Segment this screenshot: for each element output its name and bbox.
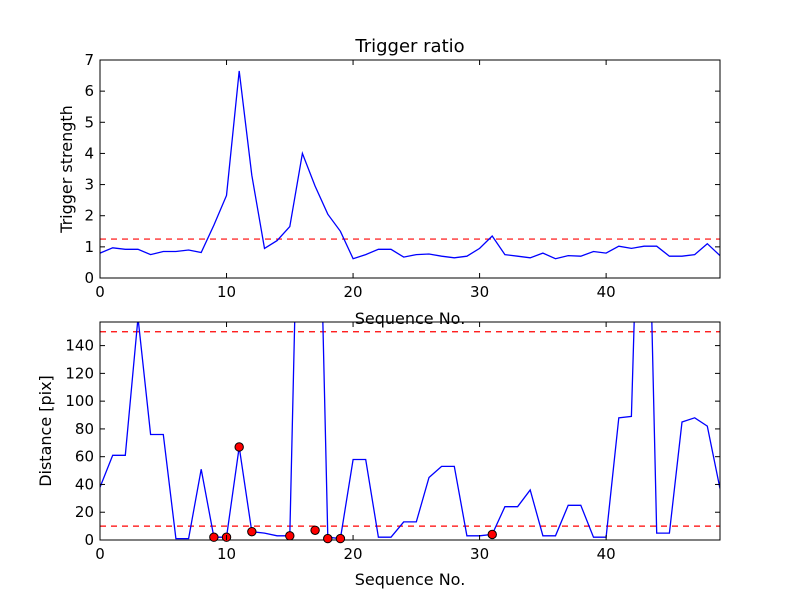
bottom-chart-series-line <box>100 322 720 540</box>
bottom-chart-marker-point <box>335 533 346 544</box>
top-chart-y-tick-label: 7 <box>84 51 94 69</box>
top-chart-series-line <box>100 70 720 260</box>
top-chart-x-tick-label: 10 <box>217 283 236 301</box>
bottom-chart-x-tick-label: 0 <box>95 545 105 563</box>
top-chart-lines <box>100 70 720 260</box>
bottom-chart-marker-point <box>234 442 244 452</box>
top-chart-axes-frame <box>99 59 721 279</box>
bottom-chart-y-tick-label: 120 <box>65 364 94 382</box>
top-chart-y-tick-label: 3 <box>84 176 94 194</box>
bottom-chart-x-tick-label: 10 <box>217 545 236 563</box>
bottom-chart-y-tick-label: 20 <box>75 503 94 521</box>
bottom-chart-ylabel: Distance [pix] <box>36 375 55 487</box>
bottom-chart-y-tick-label: 80 <box>75 420 94 438</box>
top-chart-y-tick-label: 6 <box>84 82 94 100</box>
bottom-chart: 0 10 20 30 40 0 20 40 60 80 100 120 140 Sequence No.… <box>36 321 721 589</box>
bottom-chart-marker-point <box>247 526 257 537</box>
top-chart-title: Trigger ratio <box>354 36 464 57</box>
top-chart-x-tick-label: 40 <box>597 283 616 301</box>
top-chart-ylabel: Trigger strength <box>57 105 76 234</box>
top-chart-ticks: 0 10 20 30 40 0 1 2 3 4 5 6 7 <box>84 51 720 301</box>
bottom-chart-y-tick-label: 0 <box>84 531 94 549</box>
bottom-chart-y-tick-label: 100 <box>65 392 94 410</box>
bottom-chart-marker-point <box>209 532 219 542</box>
bottom-chart-x-tick-label: 40 <box>597 545 616 563</box>
top-chart-x-tick-label: 20 <box>344 283 363 301</box>
top-chart: 0 10 20 30 40 0 1 2 3 4 5 6 7 Trigger ratio Sequence… <box>57 36 721 328</box>
top-chart-y-tick-label: 4 <box>84 144 94 162</box>
bottom-chart-marker-point <box>310 525 320 535</box>
bottom-chart-marker-point <box>285 531 295 541</box>
bottom-chart-marker-point <box>487 529 497 540</box>
bottom-chart-marker-point <box>323 533 333 544</box>
top-chart-y-tick-label: 5 <box>84 113 94 131</box>
bottom-chart-axes-frame <box>99 321 721 541</box>
bottom-chart-y-tick-label: 40 <box>75 475 94 493</box>
bottom-chart-xlabel: Sequence No. <box>355 570 466 589</box>
bottom-chart-x-tick-label: 20 <box>344 545 363 563</box>
bottom-chart-x-tick-label: 30 <box>470 545 489 563</box>
top-chart-y-tick-label: 2 <box>84 207 94 225</box>
bottom-chart-y-tick-label: 140 <box>65 337 94 355</box>
top-chart-x-tick-label: 30 <box>470 283 489 301</box>
bottom-chart-ticks: 0 10 20 30 40 0 20 40 60 80 100 120 140 <box>65 322 720 563</box>
bottom-chart-lines <box>100 322 720 540</box>
top-chart-x-tick-label: 0 <box>95 283 105 301</box>
top-chart-y-tick-label: 1 <box>84 238 94 256</box>
top-chart-xlabel: Sequence No. <box>355 309 466 328</box>
bottom-chart-y-tick-label: 60 <box>75 448 94 466</box>
top-chart-y-tick-label: 0 <box>84 269 94 287</box>
